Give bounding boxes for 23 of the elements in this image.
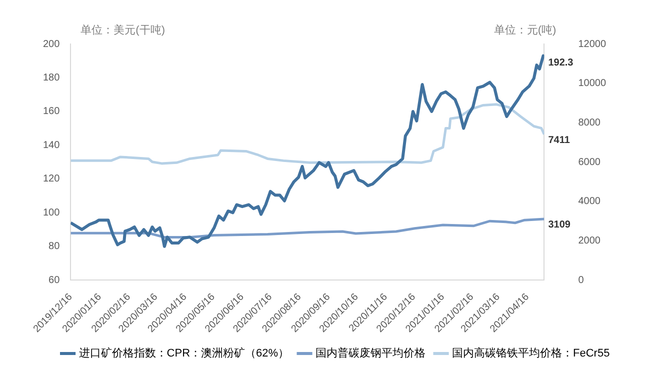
y-tick-label: 120 — [42, 174, 60, 185]
y2-tick-label: 10000 — [578, 78, 606, 90]
y-tick-label: 180 — [42, 72, 60, 84]
data-label: 192.3 — [548, 58, 574, 69]
y-tick-label: 80 — [48, 241, 60, 252]
y-tick-label: 60 — [48, 274, 60, 286]
y2-tick-label: 4000 — [578, 196, 601, 208]
y-axis-title: 单位：美元(干吨) — [80, 24, 166, 37]
y2-tick-label: 12000 — [578, 38, 606, 50]
data-label: 3109 — [548, 220, 571, 231]
y-tick-label: 200 — [42, 38, 60, 50]
data-label: 7411 — [548, 135, 570, 146]
y-tick-label: 100 — [42, 207, 60, 218]
y-tick-label: 140 — [42, 140, 60, 151]
y2-tick-label: 2000 — [578, 236, 601, 247]
y2-tick-label: 8000 — [578, 117, 601, 128]
legend-label: 国内高碳铬铁平均价格：FeCr55 — [452, 346, 610, 360]
y2-tick-label: 6000 — [578, 156, 601, 168]
legend-label: 进口矿价格指数：CPR：澳洲粉矿（62%） — [78, 346, 290, 360]
y-tick-label: 160 — [42, 106, 60, 118]
y2-tick-label: 0 — [578, 274, 584, 286]
legend-label: 国内普碳废钢平均价格 — [316, 346, 426, 360]
y2-axis-title: 单位：元(吨) — [494, 24, 556, 37]
